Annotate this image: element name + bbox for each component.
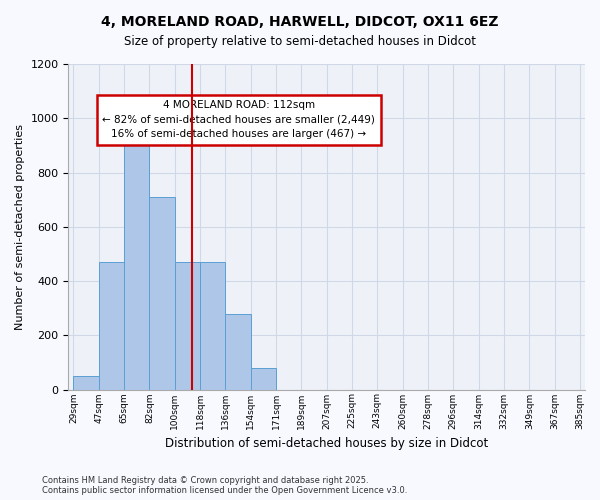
Bar xyxy=(149,197,175,390)
Text: Contains HM Land Registry data © Crown copyright and database right 2025.
Contai: Contains HM Land Registry data © Crown c… xyxy=(42,476,407,495)
Bar xyxy=(175,262,200,390)
Bar xyxy=(99,262,124,390)
Bar xyxy=(73,376,99,390)
Text: Size of property relative to semi-detached houses in Didcot: Size of property relative to semi-detach… xyxy=(124,35,476,48)
Bar xyxy=(226,314,251,390)
Bar xyxy=(124,146,149,390)
Bar xyxy=(251,368,276,390)
Y-axis label: Number of semi-detached properties: Number of semi-detached properties xyxy=(15,124,25,330)
Text: 4 MORELAND ROAD: 112sqm
← 82% of semi-detached houses are smaller (2,449)
16% of: 4 MORELAND ROAD: 112sqm ← 82% of semi-de… xyxy=(103,100,376,140)
Bar xyxy=(200,262,226,390)
X-axis label: Distribution of semi-detached houses by size in Didcot: Distribution of semi-detached houses by … xyxy=(165,437,488,450)
Text: 4, MORELAND ROAD, HARWELL, DIDCOT, OX11 6EZ: 4, MORELAND ROAD, HARWELL, DIDCOT, OX11 … xyxy=(101,15,499,29)
